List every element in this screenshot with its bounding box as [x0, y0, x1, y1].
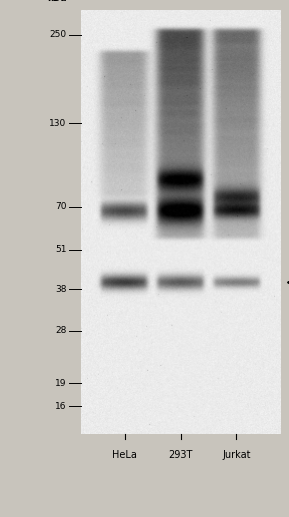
Text: 51: 51	[55, 245, 66, 254]
Text: 250: 250	[49, 31, 66, 39]
Text: 38: 38	[55, 285, 66, 294]
Text: HeLa: HeLa	[112, 450, 137, 460]
Text: 130: 130	[49, 119, 66, 128]
Text: 293T: 293T	[168, 450, 193, 460]
Text: 70: 70	[55, 202, 66, 211]
Text: Jurkat: Jurkat	[222, 450, 251, 460]
Text: kDa: kDa	[47, 0, 66, 3]
Text: 28: 28	[55, 326, 66, 335]
Text: 19: 19	[55, 378, 66, 388]
Text: 16: 16	[55, 402, 66, 410]
